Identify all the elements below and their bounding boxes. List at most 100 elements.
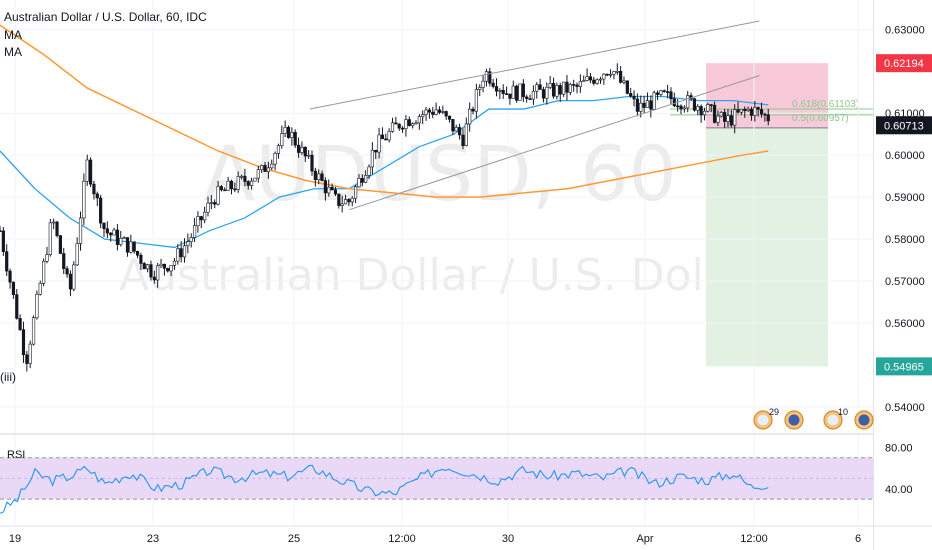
candle-body <box>152 276 156 281</box>
candle-body <box>662 90 666 92</box>
candle-body <box>169 265 173 272</box>
candle-body <box>538 84 542 90</box>
price-label-bg-3 <box>876 357 932 376</box>
candle-body <box>608 73 613 76</box>
candle-body <box>558 85 562 95</box>
candle-body <box>68 273 73 290</box>
candle-body <box>766 114 770 122</box>
candle-body <box>333 189 338 195</box>
candle-body <box>458 127 462 136</box>
candle-body <box>65 268 69 275</box>
candle-body <box>340 203 344 206</box>
candle-body <box>119 237 123 245</box>
candle-body <box>5 251 9 272</box>
candle-body <box>300 147 304 153</box>
candle-body <box>213 202 217 205</box>
candle-body <box>166 267 170 272</box>
time-tick-1: 23 <box>147 533 159 545</box>
candle-body <box>447 115 452 120</box>
candle-body <box>414 122 418 125</box>
candle-body <box>515 85 519 101</box>
candle-body <box>384 138 388 141</box>
candle-body <box>582 80 586 82</box>
candle-body <box>263 165 267 172</box>
candle-body <box>595 79 599 84</box>
candle-body <box>310 154 314 172</box>
price-tick-6: 0.56000 <box>885 318 925 330</box>
candle-body <box>723 112 727 122</box>
candle-body <box>146 264 150 270</box>
candle-body <box>652 92 656 110</box>
candle-body <box>417 116 421 124</box>
candle-body <box>528 98 532 100</box>
candle-body <box>572 84 576 86</box>
candle-body <box>565 81 569 93</box>
candle-body <box>28 343 32 364</box>
candle-body <box>260 165 264 170</box>
candle-body <box>592 79 596 84</box>
candle-body <box>615 70 619 73</box>
channel-line-0 <box>309 20 760 110</box>
candle-body <box>209 202 213 204</box>
take-profit-zone <box>706 127 828 367</box>
candle-body <box>129 241 133 253</box>
candle-body <box>88 159 93 185</box>
candle-body <box>367 166 371 176</box>
candle-body <box>645 100 650 108</box>
candle-body <box>716 115 720 123</box>
candle-body <box>484 71 489 82</box>
candle-body <box>243 175 247 182</box>
candle-body <box>501 89 505 94</box>
candle-body <box>327 186 331 194</box>
candle-body <box>206 202 210 213</box>
candle-body <box>8 270 12 283</box>
candle-body <box>488 71 492 84</box>
price-label-3: 0.54965 <box>884 361 924 373</box>
chart-title: Australian Dollar / U.S. Dollar, 60, IDC <box>4 10 207 24</box>
time-tick-3: 12:00 <box>388 533 416 545</box>
candle-body <box>360 178 364 183</box>
candle-body <box>72 264 76 290</box>
candle-body <box>189 237 193 242</box>
candle-body <box>642 102 646 108</box>
time-tick-2: 25 <box>288 533 300 545</box>
candle-body <box>444 111 448 117</box>
candle-body <box>122 237 126 239</box>
candle-body <box>699 106 703 116</box>
rsi-line <box>0 464 769 514</box>
candle-body <box>759 109 764 115</box>
price-tick-2: 0.60000 <box>885 150 925 162</box>
indicator-ma-1[interactable]: MA <box>4 28 22 42</box>
candle-body <box>756 107 760 110</box>
price-tick-5: 0.57000 <box>885 276 925 288</box>
candle-body <box>52 221 56 224</box>
candle-body <box>672 98 676 107</box>
candle-body <box>635 98 640 112</box>
rsi-pane <box>0 457 873 514</box>
time-tick-7: 6 <box>855 533 861 545</box>
candle-body <box>397 123 401 129</box>
candle-body <box>45 254 49 262</box>
price-axis: 0.630000.610000.600000.590000.580000.570… <box>873 0 932 550</box>
candle-body <box>307 154 311 157</box>
candle-body <box>535 84 539 92</box>
candle-body <box>280 133 284 146</box>
candle-body <box>25 354 29 364</box>
candle-body <box>303 147 307 157</box>
candle-body <box>283 126 287 134</box>
candle-body <box>733 109 737 126</box>
event-flag-inner-icon-2 <box>827 414 839 426</box>
indicator-ma-2[interactable]: MA <box>4 45 22 59</box>
candle-body <box>679 105 683 110</box>
candle-body <box>511 85 515 99</box>
candle-body <box>236 176 240 190</box>
candle-body <box>407 119 411 127</box>
watermark: AUDUSD, 60 Australian Dollar / U.S. Doll… <box>119 129 762 301</box>
candle-body <box>669 91 673 100</box>
candle-body <box>139 254 143 264</box>
candle-body <box>508 93 512 99</box>
candle-body <box>619 70 623 83</box>
candle-body <box>659 90 663 95</box>
event-flag-inner-icon-1 <box>788 414 800 426</box>
event-flag-inner-icon-0 <box>757 414 769 426</box>
